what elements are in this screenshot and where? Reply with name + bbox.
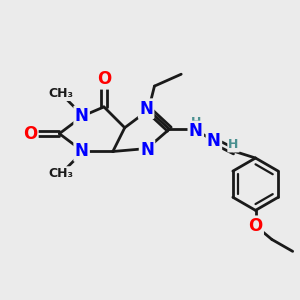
Text: O: O [248,217,262,235]
Text: N: N [75,107,88,125]
Text: N: N [140,141,154,159]
Text: N: N [139,100,153,118]
Text: CH₃: CH₃ [48,87,73,100]
Text: CH₃: CH₃ [48,167,73,180]
Text: O: O [23,125,37,143]
Text: N: N [189,122,203,140]
Text: H: H [228,138,239,152]
Text: H: H [190,116,201,129]
Text: N: N [207,132,221,150]
Text: N: N [75,142,88,160]
Text: O: O [97,70,111,88]
